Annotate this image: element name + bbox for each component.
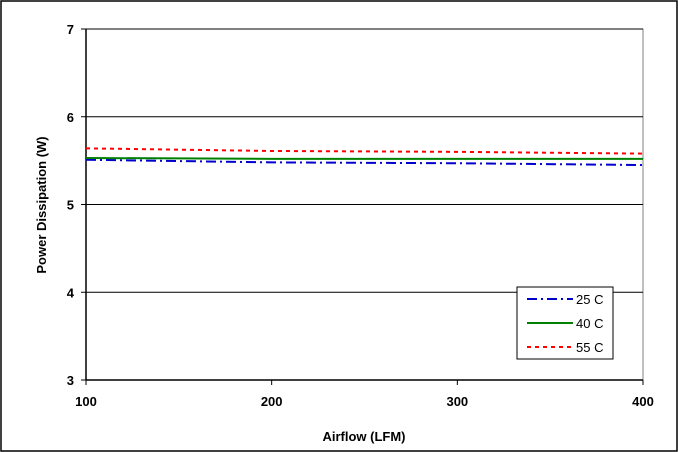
legend-label-2: 55 C bbox=[576, 340, 603, 355]
y-tick-label-0: 3 bbox=[67, 373, 74, 388]
y-tick-label-4: 7 bbox=[67, 22, 74, 37]
y-tick-labels: 3 4 5 6 7 bbox=[67, 22, 86, 388]
y-tick-label-2: 5 bbox=[67, 198, 74, 213]
y-axis-title: Power Dissipation (W) bbox=[34, 136, 49, 273]
series-lines bbox=[85, 147, 644, 167]
x-tick-label-2: 300 bbox=[446, 394, 468, 409]
y-tick-label-3: 6 bbox=[67, 110, 74, 125]
series-line-40-c bbox=[85, 156, 643, 160]
legend: 25 C 40 C 55 C bbox=[516, 286, 614, 360]
gridlines bbox=[86, 28, 643, 293]
legend-label-0: 25 C bbox=[576, 292, 603, 307]
legend-label-1: 40 C bbox=[576, 316, 603, 331]
x-tick-label-0: 100 bbox=[75, 394, 97, 409]
x-axis-title: Airflow (LFM) bbox=[322, 429, 405, 444]
x-tick-label-1: 200 bbox=[261, 394, 283, 409]
series-line-55-c bbox=[85, 147, 644, 155]
y-tick-label-1: 4 bbox=[67, 285, 75, 300]
series-line-25-c bbox=[85, 158, 644, 167]
x-tick-labels: 100 200 300 400 bbox=[75, 380, 654, 409]
x-tick-label-3: 400 bbox=[632, 394, 654, 409]
